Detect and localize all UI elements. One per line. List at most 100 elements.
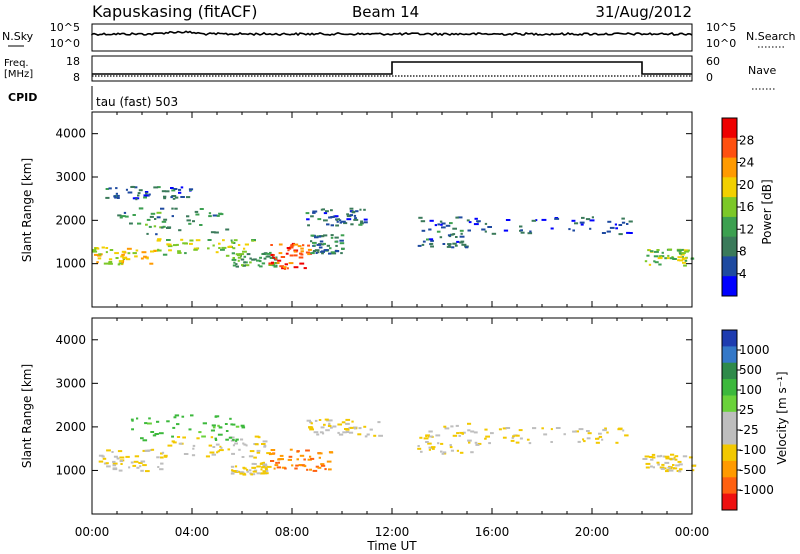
colorbar-segment bbox=[722, 157, 737, 178]
power-cell bbox=[572, 229, 575, 232]
power-cell bbox=[144, 191, 149, 193]
velocity-cell bbox=[136, 417, 139, 420]
velocity-cell bbox=[467, 422, 472, 425]
power-cell bbox=[430, 245, 434, 248]
power-cell bbox=[109, 249, 114, 251]
power-cell bbox=[157, 186, 161, 189]
power-cell bbox=[153, 250, 157, 252]
velocity-cell bbox=[428, 430, 433, 433]
power-cell bbox=[155, 233, 158, 236]
power-cell bbox=[531, 219, 536, 222]
velocity-cell bbox=[470, 451, 474, 454]
velocity-cell bbox=[303, 465, 307, 468]
power-cell bbox=[422, 240, 426, 243]
velocity-cell bbox=[225, 430, 229, 432]
power-cell bbox=[165, 190, 170, 193]
power-cell bbox=[246, 253, 251, 256]
velocity-cell bbox=[144, 422, 148, 425]
velocity-cell bbox=[459, 451, 464, 454]
velocity-cell bbox=[265, 469, 269, 472]
power-cell bbox=[441, 226, 446, 229]
velocity-cell bbox=[659, 466, 665, 469]
power-cell bbox=[334, 240, 338, 243]
velocity-cell bbox=[431, 447, 435, 450]
velocity-cell bbox=[261, 443, 266, 445]
power-cell bbox=[426, 238, 430, 241]
colorbar-tick-label: 4 bbox=[739, 267, 747, 281]
velocity-cell bbox=[229, 436, 235, 439]
power-cell bbox=[681, 252, 686, 255]
power-cell bbox=[249, 257, 252, 260]
power-cell bbox=[94, 247, 97, 250]
velocity-cell bbox=[309, 455, 312, 458]
velocity-cell bbox=[263, 444, 267, 447]
velocity-cell bbox=[665, 457, 670, 460]
power-cell bbox=[474, 217, 478, 220]
power-cell bbox=[244, 264, 250, 267]
velocity-axis-ticks: 1000 2000 3000 4000 bbox=[55, 318, 693, 514]
power-cell bbox=[434, 224, 437, 227]
power-cell bbox=[420, 220, 426, 223]
power-cell bbox=[232, 257, 235, 259]
power-cell bbox=[315, 252, 318, 254]
power-cell bbox=[481, 228, 486, 231]
velocity-cell bbox=[198, 431, 202, 434]
power-cell bbox=[628, 220, 633, 223]
power-cell bbox=[358, 223, 363, 226]
power-cell bbox=[231, 252, 235, 255]
noise-left-tick-label: 10^5 bbox=[50, 21, 80, 34]
velocity-cell bbox=[678, 468, 683, 471]
velocity-cell bbox=[111, 451, 114, 453]
colorbar-tick-label: 25 bbox=[739, 403, 754, 417]
colorbar-tick-label: -25 bbox=[739, 423, 759, 437]
power-cell bbox=[180, 238, 184, 241]
colorbar-segment bbox=[722, 177, 737, 198]
velocity-cell bbox=[145, 449, 151, 452]
velocity-cell bbox=[325, 429, 330, 432]
velocity-cell bbox=[232, 470, 237, 472]
power-cell bbox=[218, 242, 221, 245]
power-cell bbox=[163, 197, 167, 200]
velocity-cell bbox=[342, 431, 347, 434]
power-cell bbox=[108, 262, 111, 265]
power-cell bbox=[225, 228, 230, 231]
velocity-cell bbox=[326, 460, 332, 463]
power-cell bbox=[452, 233, 456, 236]
colorbar-tick-label: 16 bbox=[739, 200, 754, 214]
velocity-cell bbox=[317, 452, 323, 455]
velocity-cell bbox=[260, 468, 263, 471]
power-cell bbox=[455, 236, 458, 238]
power-cell bbox=[334, 215, 339, 218]
colorbar-tick-label: 500 bbox=[739, 363, 762, 377]
velocity-cell bbox=[253, 456, 257, 459]
power-cell bbox=[293, 254, 298, 257]
power-cell bbox=[137, 194, 140, 197]
power-cell bbox=[679, 252, 683, 255]
power-cell bbox=[297, 245, 302, 248]
power-cell bbox=[310, 240, 313, 243]
velocity-cell bbox=[98, 454, 104, 457]
power-cell bbox=[330, 251, 336, 254]
power-cell bbox=[363, 208, 366, 211]
power-cell bbox=[285, 252, 289, 255]
power-cell bbox=[310, 252, 315, 255]
colorbar-segment bbox=[722, 428, 737, 446]
velocity-cell bbox=[240, 438, 244, 441]
power-cell bbox=[455, 216, 459, 219]
power-cell bbox=[218, 247, 221, 249]
beam-title: Beam 14 bbox=[352, 3, 419, 21]
velocity-cell bbox=[132, 464, 137, 467]
power-cell bbox=[92, 250, 98, 253]
power-cell bbox=[331, 252, 337, 255]
power-cell bbox=[188, 188, 194, 191]
velocity-cell bbox=[314, 419, 318, 422]
power-cell bbox=[257, 264, 260, 267]
power-cell bbox=[519, 225, 523, 228]
freq-tick-top: 18 bbox=[66, 55, 80, 68]
power-cell bbox=[317, 251, 320, 254]
power-cell bbox=[618, 233, 623, 236]
power-cell bbox=[148, 193, 151, 196]
power-cell bbox=[346, 218, 352, 221]
power-cell bbox=[456, 240, 460, 243]
velocity-cell bbox=[511, 436, 514, 439]
